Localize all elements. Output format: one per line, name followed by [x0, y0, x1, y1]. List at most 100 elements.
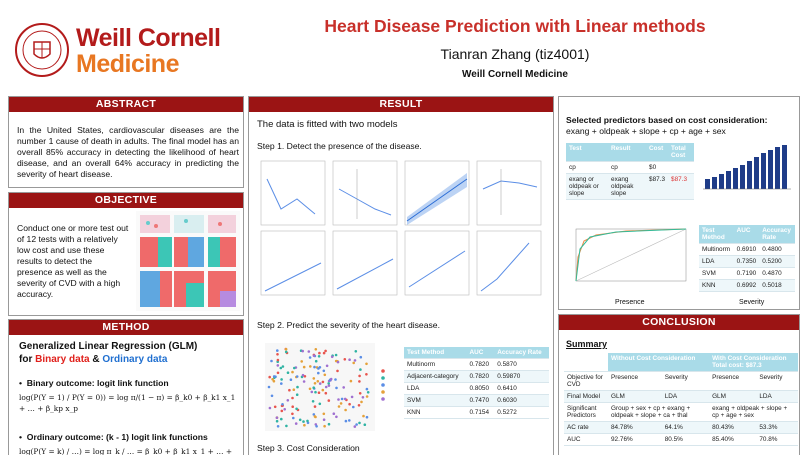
scatter-point	[337, 405, 341, 408]
table-row: Objective for CVD Presence Severity Presenc…	[564, 371, 798, 391]
poster-author: Tianran Zhang (tiz4001)	[440, 46, 590, 62]
table-row: Multinorm 0.6910 0.4800	[699, 243, 795, 256]
scatter-point	[308, 356, 312, 359]
table-cell: Final Model	[564, 390, 608, 403]
scatter-point	[276, 353, 279, 356]
summary-table: Without Cost Consideration With Cost Con…	[564, 353, 798, 446]
table-cell: 0.7820	[466, 358, 495, 371]
scatter-point	[273, 405, 277, 409]
scatter-point	[343, 397, 347, 401]
scatter-point	[270, 359, 273, 363]
scatter-point	[358, 392, 362, 395]
scatter-point	[279, 366, 283, 370]
scatter-point	[352, 405, 355, 409]
scatter-point	[303, 375, 307, 378]
scatter-point	[321, 388, 325, 392]
scatter-point	[327, 384, 331, 387]
selected-formula: exang + oldpeak + slope + cp + age + sex	[566, 126, 726, 136]
scatter-legend-swatch	[381, 376, 385, 380]
scatter-point	[291, 412, 294, 416]
method-panel: METHOD Generalized Linear Regression (GL…	[8, 319, 244, 455]
table-cell: Multinorm	[404, 358, 467, 371]
severity-table-header: AUC	[466, 347, 495, 359]
scatter-point	[358, 380, 361, 383]
table-cell: 64.1%	[661, 421, 710, 434]
scatter-point	[323, 373, 327, 377]
table-cell: $0	[646, 161, 669, 174]
cost-table-header: Total Cost	[668, 143, 694, 162]
presence-label: Presence	[615, 299, 645, 306]
scatter-point	[344, 408, 347, 412]
table-cell: 0.4870	[759, 267, 795, 280]
severity-table-header: Accuracy Rate	[494, 347, 549, 359]
method-formula-binary: log(P(Y = 1) / P(Y = 0)) = log π/(1 − π)…	[19, 393, 236, 413]
scatter-point	[302, 365, 306, 369]
method-subtitle: Generalized Linear Regression (GLM)	[19, 341, 198, 352]
severity-table-header: Test Method	[404, 347, 467, 359]
scatter-point	[337, 398, 340, 401]
conclusion-heading: CONCLUSION	[559, 315, 799, 330]
scatter-point	[276, 371, 280, 375]
method-binary-data: Binary data	[35, 354, 90, 365]
scatter-legend-swatch	[381, 390, 385, 394]
scatter-point	[272, 379, 276, 383]
scatter-point	[318, 382, 322, 385]
scatter-point	[355, 423, 358, 426]
scatter-point	[316, 380, 320, 383]
scatter-point	[335, 386, 338, 390]
table-cell: LDA	[404, 382, 467, 395]
cost-model-header: AUC	[733, 225, 760, 244]
scatter-point	[308, 387, 312, 391]
scatter-point	[365, 395, 369, 398]
scatter-point	[318, 402, 322, 406]
result-step1: Step 1. Detect the presence of the disea…	[257, 141, 422, 151]
table-cell: 0.7820	[466, 370, 495, 383]
table-cell: 0.7154	[466, 406, 495, 419]
table-row: KNN 0.7154 0.5272	[404, 406, 549, 419]
table-cell: exang + oldpeak + slope + cp + age + sex	[709, 402, 798, 422]
scatter-point	[353, 425, 357, 428]
severity-model-table: Test Method AUC Accuracy Rate Multinorm 0…	[404, 347, 549, 419]
method-bullet-ordinary-text: Ordinary outcome: (k - 1) logit link fun…	[26, 432, 208, 442]
abstract-heading: ABSTRACT	[9, 97, 243, 112]
scatter-point	[283, 408, 286, 411]
table-row: Significant Predictors Group + sex + cp +…	[564, 402, 798, 422]
poster-affiliation: Weill Cornell Medicine	[462, 69, 568, 80]
table-cell: KNN	[699, 279, 734, 292]
scatter-point	[335, 415, 338, 419]
scatter-point	[303, 423, 306, 427]
scatter-point	[276, 358, 280, 362]
table-cell: AUC	[564, 433, 608, 446]
table-cell: 0.5200	[759, 255, 795, 268]
scatter-point	[366, 391, 370, 394]
table-cell	[668, 161, 694, 174]
scatter-point	[289, 378, 293, 381]
scatter-point	[324, 385, 328, 389]
institution-logo: Weill Cornell Medicine	[14, 20, 244, 80]
scatter-point	[360, 400, 363, 404]
scatter-point	[344, 419, 348, 423]
table-cell: 53.3%	[756, 421, 798, 434]
scatter-frame	[265, 343, 375, 431]
scatter-point	[276, 364, 280, 367]
scatter-point	[286, 371, 290, 374]
scatter-point	[349, 379, 353, 383]
summary-col-without: Without Cost Consideration	[608, 353, 710, 372]
table-cell: 84.78%	[608, 421, 662, 434]
scatter-point	[268, 406, 272, 410]
scatter-point	[293, 366, 296, 370]
table-cell: AC rate	[564, 421, 608, 434]
table-row: SVM 0.7190 0.4870	[699, 267, 795, 280]
scatter-point	[301, 349, 304, 353]
scatter-point	[317, 367, 320, 370]
abstract-panel: ABSTRACT In the United States, cardiovas…	[8, 96, 244, 188]
cost-model-header: Test Method	[699, 225, 734, 244]
scatter-point	[342, 386, 345, 389]
table-cell: GLM	[608, 390, 662, 403]
cost-table-header: Cost	[646, 143, 669, 162]
table-cell: 0.6910	[733, 243, 760, 256]
scatter-point	[361, 396, 365, 399]
scatter-point	[348, 402, 351, 406]
scatter-point	[353, 359, 357, 362]
scatter-point	[322, 418, 326, 421]
